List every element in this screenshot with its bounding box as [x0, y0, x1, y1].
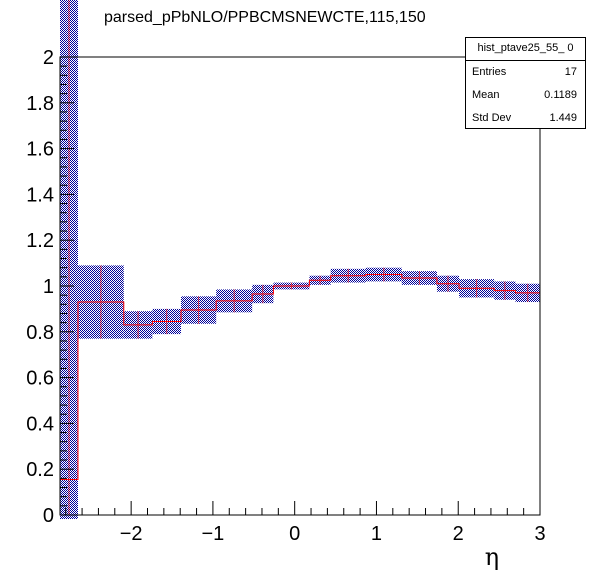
- y-tick-label: 0: [43, 505, 54, 527]
- x-axis-ticks: −2 −1 0 1 2 3: [65, 501, 546, 545]
- chart-title: parsed_pPbNLO/PPBCMSNEWCTE,115,150: [104, 9, 426, 26]
- x-tick-label: 0: [289, 523, 300, 545]
- stats-key: Std Dev: [472, 112, 512, 124]
- x-tick-label: 2: [453, 523, 464, 545]
- stats-value: 0.1189: [544, 89, 577, 101]
- stats-value: 1.449: [549, 112, 577, 124]
- stats-row-stddev: Std Dev 1.449: [466, 107, 585, 130]
- y-tick-label: 1: [43, 276, 54, 298]
- x-axis-label: η: [485, 543, 499, 571]
- histogram-line: [60, 0, 540, 515]
- y-axis-ticks: 0 0.2 0.4 0.6 0.8 1 1.2 1.4 1.6 1.8 2: [26, 47, 74, 527]
- y-tick-label: 2: [43, 47, 54, 69]
- x-tick-label: 3: [534, 523, 545, 545]
- stats-box-name: hist_ptave25_55_ 0: [466, 38, 585, 61]
- y-tick-label: 0.2: [26, 459, 54, 481]
- y-tick-label: 1.4: [26, 184, 54, 206]
- x-tick-label: 1: [371, 523, 382, 545]
- y-tick-label: 0.6: [26, 368, 54, 390]
- stats-key: Entries: [472, 66, 507, 78]
- histogram-step: [60, 274, 540, 481]
- stats-row-entries: Entries 17: [466, 61, 585, 84]
- y-tick-label: 0.4: [26, 413, 54, 435]
- stats-box: hist_ptave25_55_ 0 Entries 17 Mean 0.118…: [465, 37, 586, 129]
- y-tick-label: 1.2: [26, 230, 54, 252]
- stats-row-mean: Mean 0.1189: [466, 84, 585, 107]
- stats-key: Mean: [472, 89, 500, 101]
- x-tick-label: −2: [120, 523, 143, 545]
- y-tick-label: 1.8: [26, 93, 54, 115]
- stats-value: 17: [564, 66, 577, 78]
- x-tick-label: −1: [202, 523, 225, 545]
- y-tick-label: 0.8: [26, 322, 54, 344]
- y-tick-label: 1.6: [26, 139, 54, 161]
